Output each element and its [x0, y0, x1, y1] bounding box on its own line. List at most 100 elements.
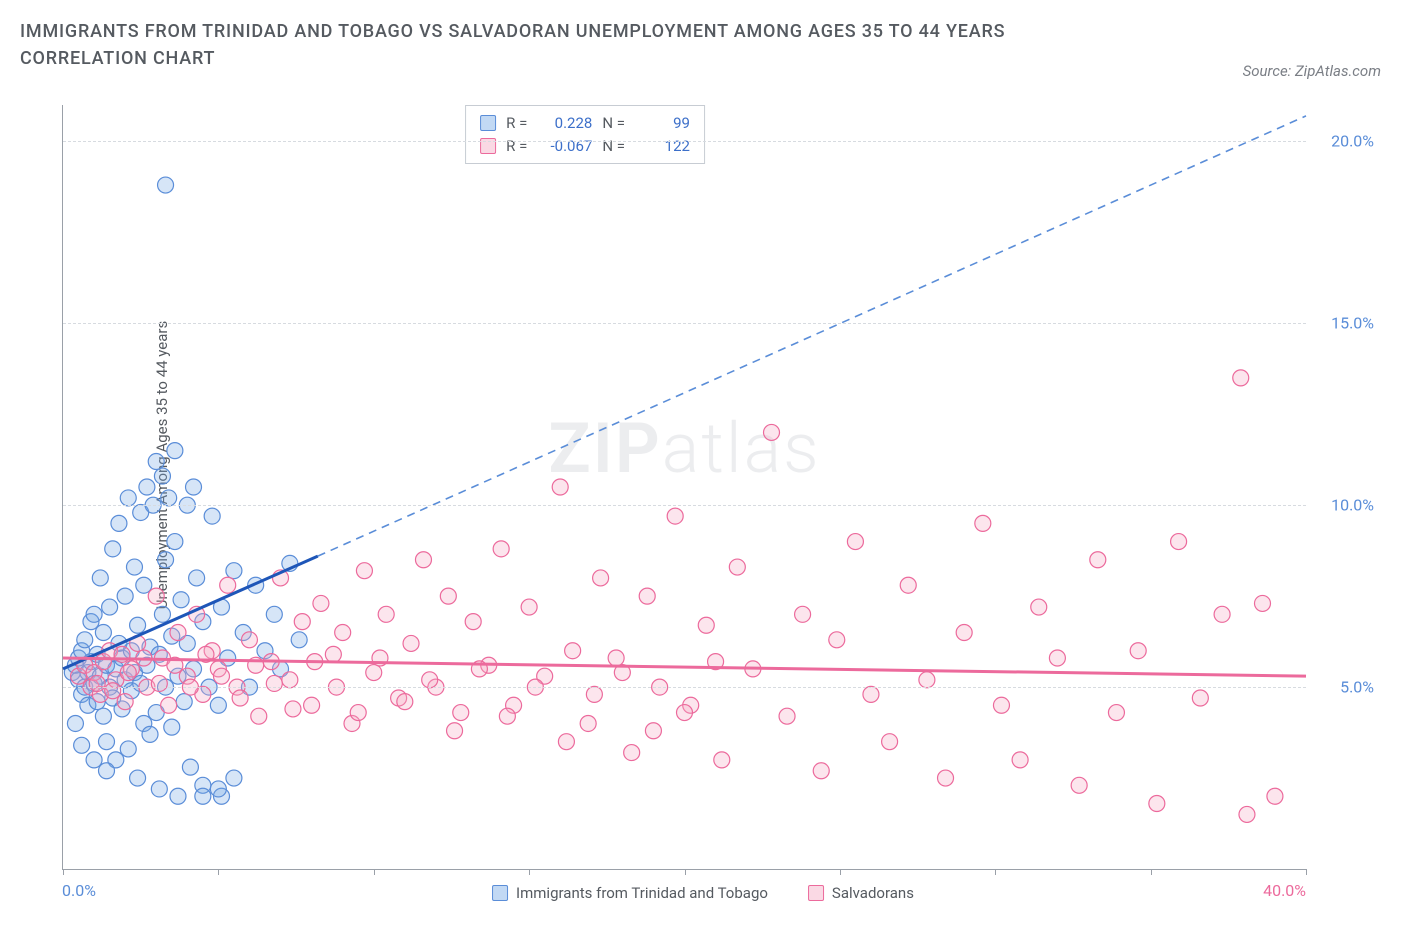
data-point — [1233, 370, 1249, 386]
data-point — [154, 468, 170, 484]
data-point — [639, 588, 655, 604]
series2-r-value: -0.067 — [537, 135, 592, 158]
data-point — [170, 625, 186, 641]
data-point — [493, 541, 509, 557]
data-point — [325, 646, 341, 662]
data-point — [397, 694, 413, 710]
data-point — [521, 599, 537, 615]
gridline — [63, 141, 1306, 142]
data-point — [151, 781, 167, 797]
data-point — [266, 606, 282, 622]
series1-n-value: 99 — [635, 112, 690, 135]
data-point — [173, 592, 189, 608]
data-point — [136, 577, 152, 593]
data-point — [111, 515, 127, 531]
data-point — [105, 541, 121, 557]
data-point — [304, 697, 320, 713]
r-label-2: R = — [506, 135, 527, 158]
data-point — [1031, 599, 1047, 615]
data-point — [938, 770, 954, 786]
data-point — [1171, 534, 1187, 550]
correlation-stats-box: R = 0.228 N = 99 R = -0.067 N = 122 — [465, 105, 705, 164]
data-point — [120, 665, 136, 681]
x-tick — [840, 869, 841, 875]
data-point — [698, 617, 714, 633]
data-point — [499, 708, 515, 724]
data-point — [565, 643, 581, 659]
x-axis-min-label: 0.0% — [62, 881, 96, 900]
legend-swatch-pink-icon — [808, 885, 824, 901]
legend-label-series2: Salvadorans — [832, 884, 914, 902]
data-point — [453, 705, 469, 721]
data-point — [158, 177, 174, 193]
legend-swatch-blue-icon — [492, 885, 508, 901]
data-point — [148, 454, 164, 470]
data-point — [204, 508, 220, 524]
data-point — [151, 675, 167, 691]
gridline — [63, 323, 1306, 324]
data-point — [86, 606, 102, 622]
x-tick — [995, 869, 996, 875]
x-axis-max-label: 40.0% — [1263, 881, 1306, 900]
data-point — [130, 617, 146, 633]
data-point — [226, 563, 242, 579]
data-point — [139, 479, 155, 495]
data-point — [167, 443, 183, 459]
data-point — [95, 625, 111, 641]
stat-row-series2: R = -0.067 N = 122 — [480, 135, 690, 158]
data-point — [1071, 777, 1087, 793]
data-point — [195, 788, 211, 804]
data-point — [378, 606, 394, 622]
data-point — [102, 599, 118, 615]
data-point — [117, 588, 133, 604]
data-point — [232, 690, 248, 706]
data-point — [919, 672, 935, 688]
data-point — [403, 635, 419, 651]
gridline — [63, 687, 1306, 688]
data-point — [167, 534, 183, 550]
y-tick-label: 5.0% — [1340, 678, 1374, 697]
data-point — [182, 759, 198, 775]
data-point — [1090, 552, 1106, 568]
data-point — [847, 534, 863, 550]
stat-row-series1: R = 0.228 N = 99 — [480, 112, 690, 135]
data-point — [1192, 690, 1208, 706]
data-point — [154, 606, 170, 622]
data-point — [164, 719, 180, 735]
trendline-series1-dashed — [318, 116, 1306, 556]
data-point — [993, 697, 1009, 713]
scatter-svg — [63, 105, 1306, 869]
data-point — [77, 632, 93, 648]
x-tick — [63, 869, 64, 875]
data-point — [189, 570, 205, 586]
data-point — [829, 632, 845, 648]
data-point — [89, 675, 105, 691]
data-point — [170, 788, 186, 804]
data-point — [213, 668, 229, 684]
data-point — [552, 479, 568, 495]
chart-container: IMMIGRANTS FROM TRINIDAD AND TOBAGO VS S… — [0, 0, 1406, 930]
data-point — [210, 697, 226, 713]
data-point — [795, 606, 811, 622]
data-point — [667, 508, 683, 524]
data-point — [714, 752, 730, 768]
data-point — [1049, 650, 1065, 666]
data-point — [126, 559, 142, 575]
data-point — [120, 741, 136, 757]
data-point — [142, 726, 158, 742]
data-point — [176, 694, 192, 710]
n-label: N = — [602, 112, 625, 135]
data-point — [291, 632, 307, 648]
data-point — [645, 723, 661, 739]
data-point — [266, 675, 282, 691]
series1-r-value: 0.228 — [537, 112, 592, 135]
data-point — [580, 715, 596, 731]
data-point — [117, 694, 133, 710]
n-label-2: N = — [602, 135, 625, 158]
data-point — [161, 490, 177, 506]
y-tick-label: 10.0% — [1331, 496, 1374, 515]
data-point — [130, 770, 146, 786]
data-point — [956, 625, 972, 641]
data-point — [366, 665, 382, 681]
data-point — [608, 650, 624, 666]
